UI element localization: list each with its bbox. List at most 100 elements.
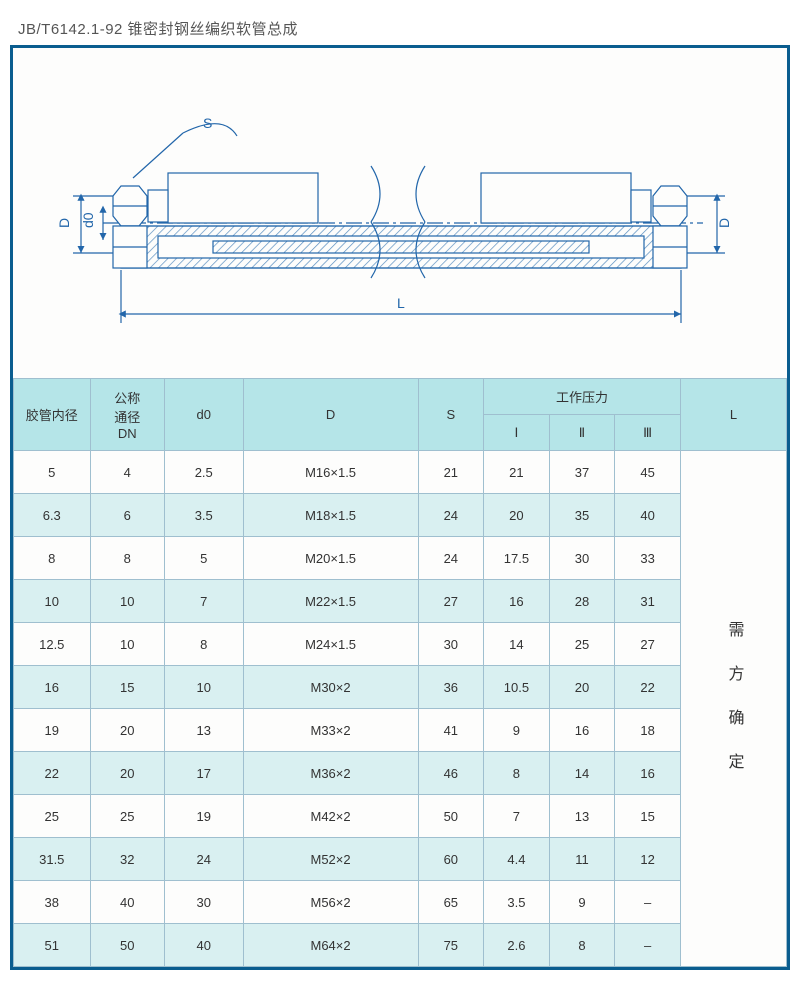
page-title: JB/T6142.1-92 锥密封钢丝编织软管总成 [18, 18, 790, 39]
label-l: L [397, 295, 405, 311]
table-cell: 7 [484, 795, 550, 838]
table-cell: M36×2 [243, 752, 418, 795]
table-cell: 5 [164, 537, 243, 580]
table-row: 515040M64×2752.68– [14, 924, 787, 967]
table-cell: 10 [164, 666, 243, 709]
table-cell: M30×2 [243, 666, 418, 709]
table-cell: 27 [615, 623, 681, 666]
table-cell: 15 [615, 795, 681, 838]
table-cell: M20×1.5 [243, 537, 418, 580]
table-row: 252519M42×25071315 [14, 795, 787, 838]
table-cell: 25 [90, 795, 164, 838]
spec-table: 胶管内径 公称 通径 DN d0 D S 工作压力 L Ⅰ Ⅱ Ⅲ 542.5M… [13, 378, 787, 967]
table-cell: 8 [90, 537, 164, 580]
table-cell: 41 [418, 709, 484, 752]
label-s: S [203, 115, 212, 131]
table-cell: 21 [418, 451, 484, 494]
table-cell: 19 [14, 709, 91, 752]
table-cell: 10 [90, 623, 164, 666]
table-cell: 16 [14, 666, 91, 709]
table-cell: 14 [549, 752, 615, 795]
table-body: 542.5M16×1.521213745需方确定6.363.5M18×1.524… [14, 451, 787, 967]
col-d: D [243, 379, 418, 451]
table-cell: 40 [164, 924, 243, 967]
col-dn: 公称 通径 DN [90, 379, 164, 451]
table-cell: 32 [90, 838, 164, 881]
table-cell: M18×1.5 [243, 494, 418, 537]
table-cell: 22 [615, 666, 681, 709]
table-cell: 60 [418, 838, 484, 881]
table-cell: 10 [14, 580, 91, 623]
table-cell: 22 [14, 752, 91, 795]
table-row: 6.363.5M18×1.524203540 [14, 494, 787, 537]
col-l: L [680, 379, 786, 451]
table-cell: 21 [484, 451, 550, 494]
table-cell: 27 [418, 580, 484, 623]
table-cell: 14 [484, 623, 550, 666]
table-cell: 6 [90, 494, 164, 537]
table-cell: 10 [90, 580, 164, 623]
table-row: 384030M56×2653.59– [14, 881, 787, 924]
table-cell: 37 [549, 451, 615, 494]
table-cell: 40 [615, 494, 681, 537]
label-d-right: D [716, 218, 732, 228]
table-cell: 50 [90, 924, 164, 967]
table-cell: 30 [164, 881, 243, 924]
label-d0: d0 [80, 212, 96, 228]
table-cell: 65 [418, 881, 484, 924]
table-cell: 46 [418, 752, 484, 795]
table-cell: 8 [484, 752, 550, 795]
table-cell: 3.5 [164, 494, 243, 537]
col-hose-id: 胶管内径 [14, 379, 91, 451]
table-cell: 9 [484, 709, 550, 752]
col-pressure-group: 工作压力 [484, 379, 681, 415]
table-cell: 12.5 [14, 623, 91, 666]
table-row: 542.5M16×1.521213745需方确定 [14, 451, 787, 494]
table-cell: 6.3 [14, 494, 91, 537]
table-cell: 11 [549, 838, 615, 881]
table-cell: M56×2 [243, 881, 418, 924]
table-cell: 17.5 [484, 537, 550, 580]
table-cell: 20 [90, 752, 164, 795]
table-cell: – [615, 881, 681, 924]
table-cell: 19 [164, 795, 243, 838]
table-cell: 30 [549, 537, 615, 580]
table-cell: 51 [14, 924, 91, 967]
table-cell: 25 [549, 623, 615, 666]
table-cell: 17 [164, 752, 243, 795]
table-cell: 2.6 [484, 924, 550, 967]
table-row: 161510M30×23610.52022 [14, 666, 787, 709]
table-cell: 50 [418, 795, 484, 838]
table-cell: 16 [549, 709, 615, 752]
table-cell: 28 [549, 580, 615, 623]
table-cell: 7 [164, 580, 243, 623]
table-cell: 31 [615, 580, 681, 623]
table-cell: M22×1.5 [243, 580, 418, 623]
table-cell: 36 [418, 666, 484, 709]
table-cell: M52×2 [243, 838, 418, 881]
table-row: 12.5108M24×1.530142527 [14, 623, 787, 666]
table-row: 222017M36×24681416 [14, 752, 787, 795]
table-cell: 13 [549, 795, 615, 838]
table-cell: M64×2 [243, 924, 418, 967]
table-cell: 16 [615, 752, 681, 795]
table-cell: M33×2 [243, 709, 418, 752]
col-p1: Ⅰ [484, 415, 550, 451]
table-cell: M16×1.5 [243, 451, 418, 494]
table-cell: 24 [164, 838, 243, 881]
table-cell: 30 [418, 623, 484, 666]
table-cell: 20 [549, 666, 615, 709]
table-cell: 8 [549, 924, 615, 967]
table-cell: 75 [418, 924, 484, 967]
table-row: 192013M33×24191618 [14, 709, 787, 752]
table-cell: 2.5 [164, 451, 243, 494]
table-cell: 3.5 [484, 881, 550, 924]
table-cell: 8 [14, 537, 91, 580]
table-cell: 25 [14, 795, 91, 838]
table-cell: 35 [549, 494, 615, 537]
technical-diagram: S D d0 D L [13, 48, 787, 378]
table-cell: 38 [14, 881, 91, 924]
table-cell: 12 [615, 838, 681, 881]
col-d0: d0 [164, 379, 243, 451]
col-p3: Ⅲ [615, 415, 681, 451]
